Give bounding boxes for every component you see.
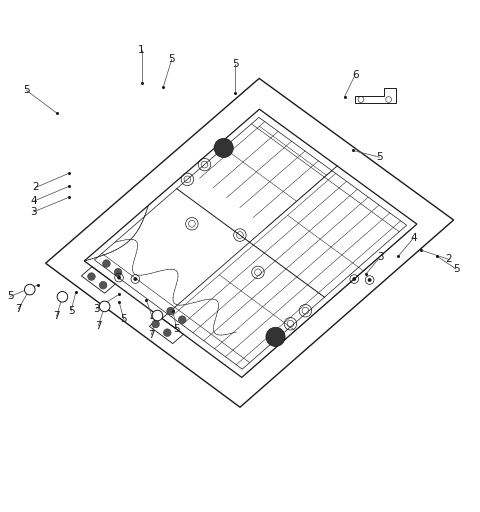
Text: 4: 4 xyxy=(410,233,417,243)
Text: 4: 4 xyxy=(149,313,156,324)
Text: 5: 5 xyxy=(376,152,383,162)
Text: 7: 7 xyxy=(95,321,102,331)
Text: 5: 5 xyxy=(173,324,180,334)
Text: 7: 7 xyxy=(148,330,155,340)
Circle shape xyxy=(214,138,233,158)
Circle shape xyxy=(352,277,356,281)
Circle shape xyxy=(24,284,35,295)
Circle shape xyxy=(152,320,159,328)
Text: 3: 3 xyxy=(377,252,384,262)
Circle shape xyxy=(163,329,171,336)
Text: 7: 7 xyxy=(53,311,60,321)
Circle shape xyxy=(167,307,174,315)
Text: 2: 2 xyxy=(445,254,452,264)
Text: 5: 5 xyxy=(68,306,74,316)
Text: 6: 6 xyxy=(352,70,359,79)
Text: 5: 5 xyxy=(23,86,30,95)
Text: 5: 5 xyxy=(168,54,175,64)
Circle shape xyxy=(266,327,285,347)
Circle shape xyxy=(57,291,68,302)
Circle shape xyxy=(117,275,121,280)
Text: 4: 4 xyxy=(30,196,37,206)
Text: 3: 3 xyxy=(93,304,99,314)
Circle shape xyxy=(88,273,96,281)
Text: 5: 5 xyxy=(232,59,239,69)
Text: 5: 5 xyxy=(7,291,14,302)
Text: 5: 5 xyxy=(120,314,127,325)
Text: 3: 3 xyxy=(30,207,37,217)
Text: 2: 2 xyxy=(33,182,39,193)
Circle shape xyxy=(179,316,186,324)
Circle shape xyxy=(114,268,122,276)
Text: 1: 1 xyxy=(138,45,145,55)
Circle shape xyxy=(103,260,110,267)
Text: 7: 7 xyxy=(15,304,22,314)
Circle shape xyxy=(133,277,137,281)
Text: 5: 5 xyxy=(453,264,459,274)
Circle shape xyxy=(368,278,372,282)
Circle shape xyxy=(152,310,163,321)
Circle shape xyxy=(99,301,110,312)
Circle shape xyxy=(99,282,107,289)
